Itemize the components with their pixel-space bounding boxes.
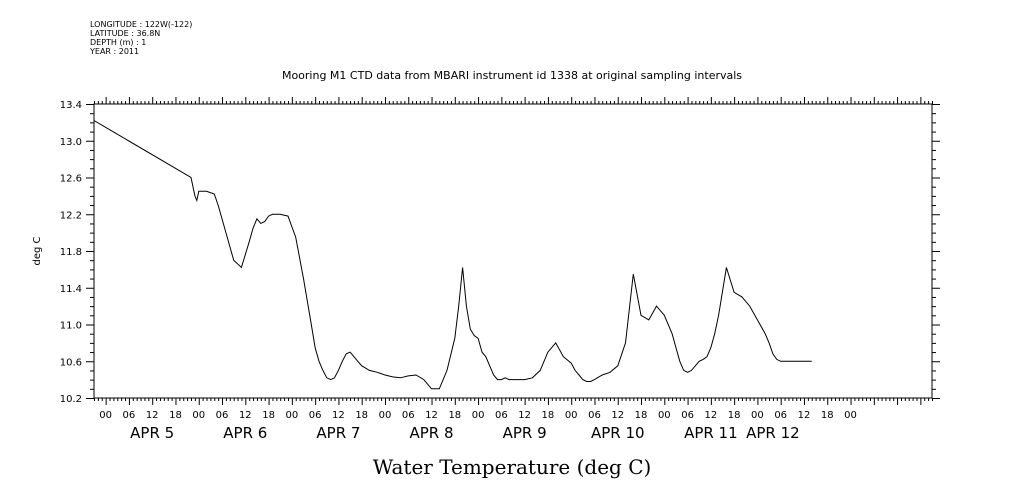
metadata-block: LONGITUDE : 122W(-122) LATITUDE : 36.8N … <box>90 20 192 56</box>
x-tick-label: 00 <box>472 410 485 421</box>
x-tick-label: 18 <box>169 410 182 421</box>
y-axis-label: deg C <box>32 236 43 265</box>
x-tick-label: 12 <box>518 410 531 421</box>
x-tick-label: 06 <box>402 410 415 421</box>
y-tick-label: 13.0 <box>60 137 82 148</box>
x-tick-label: 18 <box>355 410 368 421</box>
x-tick-label: 18 <box>635 410 648 421</box>
x-tick-label: 00 <box>751 410 764 421</box>
x-tick-label: 06 <box>588 410 601 421</box>
axis-ticks <box>86 97 940 405</box>
latitude-label: LATITUDE : 36.8N <box>90 29 161 38</box>
y-tick-label: 10.6 <box>60 357 82 368</box>
day-label: APR 11 <box>684 424 738 442</box>
x-tick-label: 06 <box>774 410 787 421</box>
day-label: APR 7 <box>316 424 360 442</box>
x-tick-label: 18 <box>448 410 461 421</box>
x-tick-labels: 00 06 12 18 00 06 12 18 00 06 12 18 00 06 12 18 00 06 12 18… <box>99 410 857 421</box>
x-tick-label: 12 <box>146 410 159 421</box>
x-tick-label: 00 <box>99 410 112 421</box>
x-tick-label: 12 <box>704 410 717 421</box>
x-tick-label: 12 <box>332 410 345 421</box>
x-tick-label: 12 <box>239 410 252 421</box>
x-tick-label: 00 <box>379 410 392 421</box>
day-label: APR 6 <box>223 424 267 442</box>
day-labels: APR 5 APR 6 APR 7 APR 8 APR 9 APR 10 APR 11 APR… <box>130 424 800 442</box>
day-label: APR 12 <box>746 424 800 442</box>
x-tick-label: 06 <box>495 410 508 421</box>
y-tick-label: 10.2 <box>60 394 82 405</box>
x-tick-label: 00 <box>192 410 205 421</box>
x-axis-title: Water Temperature (deg C) <box>373 455 652 479</box>
x-tick-label: 18 <box>262 410 275 421</box>
water-temperature-line <box>93 120 812 390</box>
x-tick-label: 18 <box>821 410 834 421</box>
x-tick-label: 18 <box>728 410 741 421</box>
x-tick-label: 12 <box>611 410 624 421</box>
x-tick-label: 06 <box>309 410 322 421</box>
day-label: APR 9 <box>503 424 547 442</box>
x-tick-label: 06 <box>681 410 694 421</box>
y-tick-label: 12.2 <box>60 210 82 221</box>
x-tick-label: 00 <box>658 410 671 421</box>
x-tick-label: 00 <box>565 410 578 421</box>
y-tick-label: 11.4 <box>60 284 82 295</box>
x-tick-label: 12 <box>798 410 811 421</box>
day-label: APR 10 <box>591 424 645 442</box>
y-tick-label: 11.0 <box>60 321 82 332</box>
chart-title: Mooring M1 CTD data from MBARI instrumen… <box>282 69 742 82</box>
y-tick-label: 13.4 <box>60 100 82 111</box>
day-label: APR 8 <box>410 424 454 442</box>
longitude-label: LONGITUDE : 122W(-122) <box>90 20 193 29</box>
depth-label: DEPTH (m) : 1 <box>90 38 147 47</box>
x-tick-label: 12 <box>425 410 438 421</box>
plot-frame <box>93 103 933 399</box>
x-tick-label: 06 <box>216 410 229 421</box>
x-tick-label: 00 <box>844 410 857 421</box>
x-tick-label: 06 <box>123 410 136 421</box>
y-tick-labels: 10.2 10.6 11.0 11.4 11.8 12.2 12.6 13.0 13.4 <box>60 100 82 405</box>
year-label: YEAR : 2011 <box>90 47 140 56</box>
x-tick-label: 18 <box>542 410 555 421</box>
y-tick-label: 12.6 <box>60 174 82 185</box>
day-label: APR 5 <box>130 424 174 442</box>
y-tick-label: 11.8 <box>60 247 82 258</box>
x-tick-label: 00 <box>285 410 298 421</box>
